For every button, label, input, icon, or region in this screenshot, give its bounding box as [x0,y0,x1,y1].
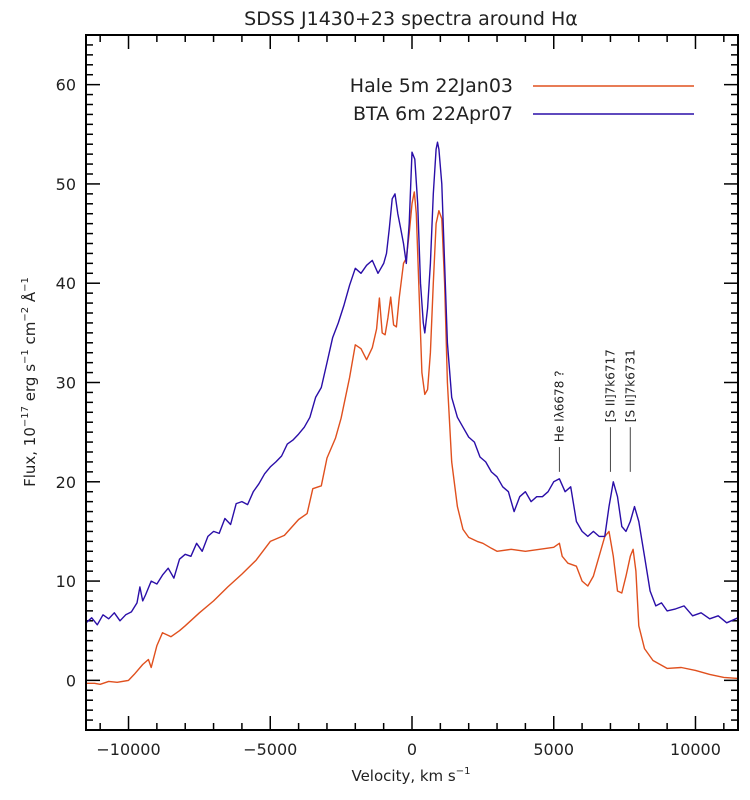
y-tick-label: 50 [56,175,76,194]
y-axis-label-sup: −17 [20,406,31,427]
series-lines [85,141,739,685]
y-axis-label: Flux, 10−17 erg s−1 cm−2 Å−1 [20,277,39,487]
y-axis-label-sup: −2 [20,307,31,322]
annotation-label: [S II]7k6717 [603,349,617,422]
y-tick-label: 40 [56,274,76,293]
axis-ticks: −10000 −5000 0 5000 10000 0 10 20 30 40 50 60 [56,34,738,759]
x-tick-label: 5000 [533,740,574,759]
y-tick-label: 20 [56,473,76,492]
x-axis-label-text: Velocity, km s [351,767,455,785]
y-tick-label: 10 [56,572,76,591]
x-tick-label: 10000 [670,740,721,759]
y-axis-label-sup: −1 [20,349,31,364]
y-axis-label-text: Flux, 10 [21,427,39,487]
x-tick-label: −5000 [243,740,297,759]
legend-label: BTA 6m 22Apr07 [353,103,513,125]
chart-title: SDSS J1430+23 spectra around Hα [244,8,578,30]
line-annotations: He Iλ6678 ? [S II]7k6717 [S II]7k6731 [552,349,637,472]
annotation-label: He Iλ6678 ? [552,370,566,442]
y-axis-label-sup: −1 [20,277,31,292]
x-tick-label: −10000 [96,740,160,759]
y-axis-label-text: cm [21,322,39,350]
y-tick-label: 30 [56,374,76,393]
x-axis-label-sup: −1 [456,766,471,777]
legend-label: Hale 5m 22Jan03 [350,75,513,97]
legend: Hale 5m 22Jan03 BTA 6m 22Apr07 [350,75,694,125]
x-tick-label: 0 [407,740,417,759]
series-line-bta [85,141,739,626]
plot-frame [85,34,739,731]
y-tick-label: 60 [56,76,76,95]
x-axis-label: Velocity, km s−1 [351,766,470,785]
series-line-hale [86,191,739,685]
y-tick-label: 0 [66,671,76,690]
annotation-label: [S II]7k6731 [623,349,637,422]
y-axis-label-text: Å [20,291,39,307]
y-axis-label-text: erg s [21,364,39,406]
